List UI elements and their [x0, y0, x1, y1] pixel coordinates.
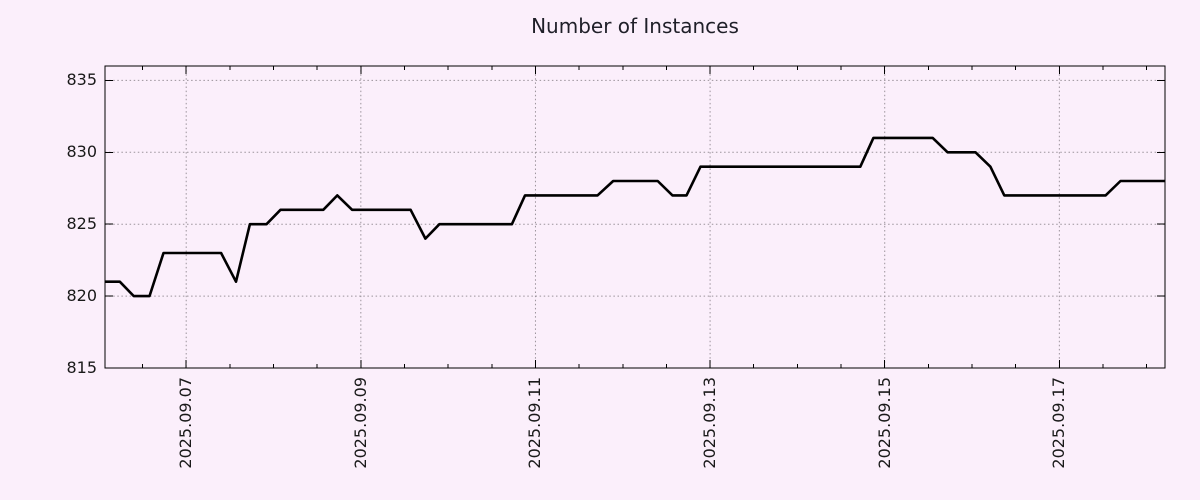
x-tick-label: 2025.09.07 — [176, 377, 196, 469]
y-tick-label: 830 — [66, 142, 97, 162]
x-tick-label: 2025.09.13 — [700, 377, 720, 469]
plot-border — [104, 65, 1166, 369]
x-tick-label: 2025.09.17 — [1049, 377, 1069, 469]
x-tick-label: 2025.09.11 — [525, 377, 545, 469]
y-tick-label: 820 — [66, 286, 97, 306]
y-tick-label: 835 — [66, 70, 97, 90]
series-line-instances — [105, 136, 1165, 298]
x-tick-label: 2025.09.15 — [874, 377, 894, 469]
y-tick-label: 815 — [66, 358, 97, 377]
chart-title: Number of Instances — [531, 14, 739, 38]
y-tick-label: 825 — [66, 214, 97, 234]
x-tick-label: 2025.09.09 — [350, 377, 370, 469]
